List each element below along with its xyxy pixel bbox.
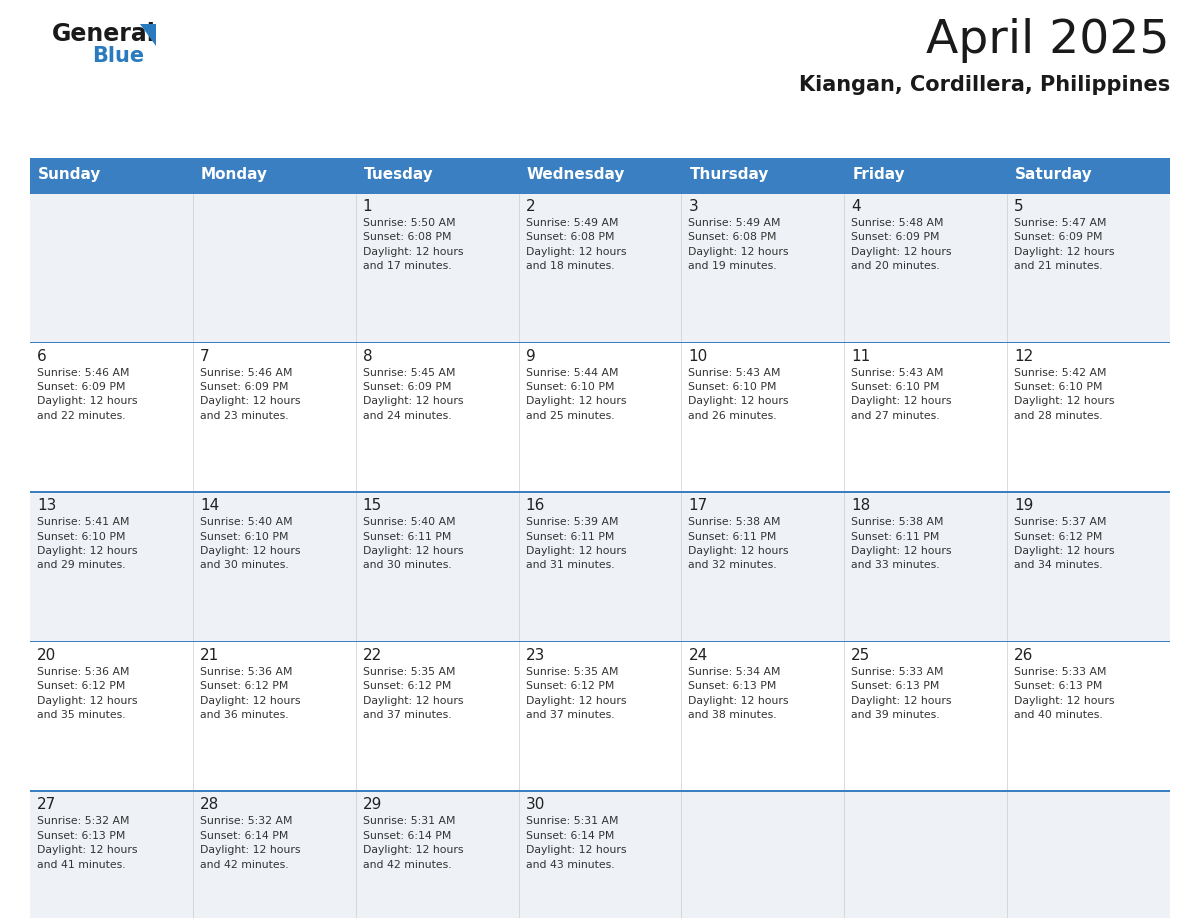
Text: 16: 16	[525, 498, 545, 513]
Text: 4: 4	[852, 199, 861, 214]
Text: Sunrise: 5:31 AM
Sunset: 6:14 PM
Daylight: 12 hours
and 42 minutes.: Sunrise: 5:31 AM Sunset: 6:14 PM Dayligh…	[362, 816, 463, 869]
Text: 23: 23	[525, 648, 545, 663]
Text: 18: 18	[852, 498, 871, 513]
Bar	[30, 491, 1170, 493]
Text: 3: 3	[688, 199, 699, 214]
Text: Sunrise: 5:33 AM
Sunset: 6:13 PM
Daylight: 12 hours
and 39 minutes.: Sunrise: 5:33 AM Sunset: 6:13 PM Dayligh…	[852, 666, 952, 720]
Text: 22: 22	[362, 648, 383, 663]
Text: Thursday: Thursday	[689, 166, 769, 182]
Text: 6: 6	[37, 349, 46, 364]
Text: Wednesday: Wednesday	[526, 166, 625, 182]
Text: 7: 7	[200, 349, 209, 364]
Text: April 2025: April 2025	[927, 18, 1170, 63]
Bar	[30, 158, 1170, 192]
Text: Sunrise: 5:36 AM
Sunset: 6:12 PM
Daylight: 12 hours
and 35 minutes.: Sunrise: 5:36 AM Sunset: 6:12 PM Dayligh…	[37, 666, 138, 720]
Bar	[30, 491, 1170, 641]
Text: Sunrise: 5:40 AM
Sunset: 6:11 PM
Daylight: 12 hours
and 30 minutes.: Sunrise: 5:40 AM Sunset: 6:11 PM Dayligh…	[362, 517, 463, 570]
Text: Kiangan, Cordillera, Philippines: Kiangan, Cordillera, Philippines	[798, 75, 1170, 95]
Text: Sunrise: 5:32 AM
Sunset: 6:13 PM
Daylight: 12 hours
and 41 minutes.: Sunrise: 5:32 AM Sunset: 6:13 PM Dayligh…	[37, 816, 138, 869]
Text: Monday: Monday	[201, 166, 267, 182]
Text: 19: 19	[1015, 498, 1034, 513]
Text: 1: 1	[362, 199, 372, 214]
Bar	[30, 790, 1170, 918]
Text: Sunrise: 5:47 AM
Sunset: 6:09 PM
Daylight: 12 hours
and 21 minutes.: Sunrise: 5:47 AM Sunset: 6:09 PM Dayligh…	[1015, 218, 1114, 271]
Text: 13: 13	[37, 498, 56, 513]
Text: Sunday: Sunday	[38, 166, 101, 182]
Text: Sunrise: 5:36 AM
Sunset: 6:12 PM
Daylight: 12 hours
and 36 minutes.: Sunrise: 5:36 AM Sunset: 6:12 PM Dayligh…	[200, 666, 301, 720]
Text: 11: 11	[852, 349, 871, 364]
Text: 8: 8	[362, 349, 372, 364]
Text: Friday: Friday	[852, 166, 905, 182]
Text: Sunrise: 5:38 AM
Sunset: 6:11 PM
Daylight: 12 hours
and 32 minutes.: Sunrise: 5:38 AM Sunset: 6:11 PM Dayligh…	[688, 517, 789, 570]
Text: Sunrise: 5:48 AM
Sunset: 6:09 PM
Daylight: 12 hours
and 20 minutes.: Sunrise: 5:48 AM Sunset: 6:09 PM Dayligh…	[852, 218, 952, 271]
Text: Sunrise: 5:49 AM
Sunset: 6:08 PM
Daylight: 12 hours
and 19 minutes.: Sunrise: 5:49 AM Sunset: 6:08 PM Dayligh…	[688, 218, 789, 271]
Text: Sunrise: 5:44 AM
Sunset: 6:10 PM
Daylight: 12 hours
and 25 minutes.: Sunrise: 5:44 AM Sunset: 6:10 PM Dayligh…	[525, 367, 626, 420]
Text: 14: 14	[200, 498, 219, 513]
Text: 26: 26	[1015, 648, 1034, 663]
Bar	[30, 192, 1170, 341]
Text: 30: 30	[525, 798, 545, 812]
Bar	[30, 192, 1170, 194]
Text: 28: 28	[200, 798, 219, 812]
Text: Sunrise: 5:41 AM
Sunset: 6:10 PM
Daylight: 12 hours
and 29 minutes.: Sunrise: 5:41 AM Sunset: 6:10 PM Dayligh…	[37, 517, 138, 570]
Text: 2: 2	[525, 199, 536, 214]
Text: Sunrise: 5:43 AM
Sunset: 6:10 PM
Daylight: 12 hours
and 27 minutes.: Sunrise: 5:43 AM Sunset: 6:10 PM Dayligh…	[852, 367, 952, 420]
Text: 24: 24	[688, 648, 708, 663]
Text: Sunrise: 5:45 AM
Sunset: 6:09 PM
Daylight: 12 hours
and 24 minutes.: Sunrise: 5:45 AM Sunset: 6:09 PM Dayligh…	[362, 367, 463, 420]
Text: 27: 27	[37, 798, 56, 812]
Bar	[30, 641, 1170, 790]
Polygon shape	[140, 24, 156, 46]
Text: Sunrise: 5:49 AM
Sunset: 6:08 PM
Daylight: 12 hours
and 18 minutes.: Sunrise: 5:49 AM Sunset: 6:08 PM Dayligh…	[525, 218, 626, 271]
Text: Sunrise: 5:46 AM
Sunset: 6:09 PM
Daylight: 12 hours
and 22 minutes.: Sunrise: 5:46 AM Sunset: 6:09 PM Dayligh…	[37, 367, 138, 420]
Text: Blue: Blue	[91, 46, 144, 66]
Bar	[30, 341, 1170, 491]
Text: Sunrise: 5:38 AM
Sunset: 6:11 PM
Daylight: 12 hours
and 33 minutes.: Sunrise: 5:38 AM Sunset: 6:11 PM Dayligh…	[852, 517, 952, 570]
Text: 12: 12	[1015, 349, 1034, 364]
Text: Sunrise: 5:34 AM
Sunset: 6:13 PM
Daylight: 12 hours
and 38 minutes.: Sunrise: 5:34 AM Sunset: 6:13 PM Dayligh…	[688, 666, 789, 720]
Bar	[30, 341, 1170, 343]
Bar	[30, 790, 1170, 792]
Bar	[30, 641, 1170, 643]
Text: Sunrise: 5:50 AM
Sunset: 6:08 PM
Daylight: 12 hours
and 17 minutes.: Sunrise: 5:50 AM Sunset: 6:08 PM Dayligh…	[362, 218, 463, 271]
Text: Saturday: Saturday	[1015, 166, 1093, 182]
Text: 29: 29	[362, 798, 383, 812]
Text: Sunrise: 5:32 AM
Sunset: 6:14 PM
Daylight: 12 hours
and 42 minutes.: Sunrise: 5:32 AM Sunset: 6:14 PM Dayligh…	[200, 816, 301, 869]
Text: Sunrise: 5:31 AM
Sunset: 6:14 PM
Daylight: 12 hours
and 43 minutes.: Sunrise: 5:31 AM Sunset: 6:14 PM Dayligh…	[525, 816, 626, 869]
Text: 5: 5	[1015, 199, 1024, 214]
Text: Tuesday: Tuesday	[364, 166, 434, 182]
Text: 15: 15	[362, 498, 383, 513]
Text: Sunrise: 5:46 AM
Sunset: 6:09 PM
Daylight: 12 hours
and 23 minutes.: Sunrise: 5:46 AM Sunset: 6:09 PM Dayligh…	[200, 367, 301, 420]
Text: Sunrise: 5:33 AM
Sunset: 6:13 PM
Daylight: 12 hours
and 40 minutes.: Sunrise: 5:33 AM Sunset: 6:13 PM Dayligh…	[1015, 666, 1114, 720]
Text: 10: 10	[688, 349, 708, 364]
Text: Sunrise: 5:40 AM
Sunset: 6:10 PM
Daylight: 12 hours
and 30 minutes.: Sunrise: 5:40 AM Sunset: 6:10 PM Dayligh…	[200, 517, 301, 570]
Text: Sunrise: 5:35 AM
Sunset: 6:12 PM
Daylight: 12 hours
and 37 minutes.: Sunrise: 5:35 AM Sunset: 6:12 PM Dayligh…	[525, 666, 626, 720]
Text: General: General	[52, 22, 156, 46]
Text: 21: 21	[200, 648, 219, 663]
Text: 9: 9	[525, 349, 536, 364]
Text: Sunrise: 5:43 AM
Sunset: 6:10 PM
Daylight: 12 hours
and 26 minutes.: Sunrise: 5:43 AM Sunset: 6:10 PM Dayligh…	[688, 367, 789, 420]
Text: 25: 25	[852, 648, 871, 663]
Text: Sunrise: 5:39 AM
Sunset: 6:11 PM
Daylight: 12 hours
and 31 minutes.: Sunrise: 5:39 AM Sunset: 6:11 PM Dayligh…	[525, 517, 626, 570]
Text: Sunrise: 5:37 AM
Sunset: 6:12 PM
Daylight: 12 hours
and 34 minutes.: Sunrise: 5:37 AM Sunset: 6:12 PM Dayligh…	[1015, 517, 1114, 570]
Text: Sunrise: 5:35 AM
Sunset: 6:12 PM
Daylight: 12 hours
and 37 minutes.: Sunrise: 5:35 AM Sunset: 6:12 PM Dayligh…	[362, 666, 463, 720]
Text: 17: 17	[688, 498, 708, 513]
Text: 20: 20	[37, 648, 56, 663]
Text: Sunrise: 5:42 AM
Sunset: 6:10 PM
Daylight: 12 hours
and 28 minutes.: Sunrise: 5:42 AM Sunset: 6:10 PM Dayligh…	[1015, 367, 1114, 420]
